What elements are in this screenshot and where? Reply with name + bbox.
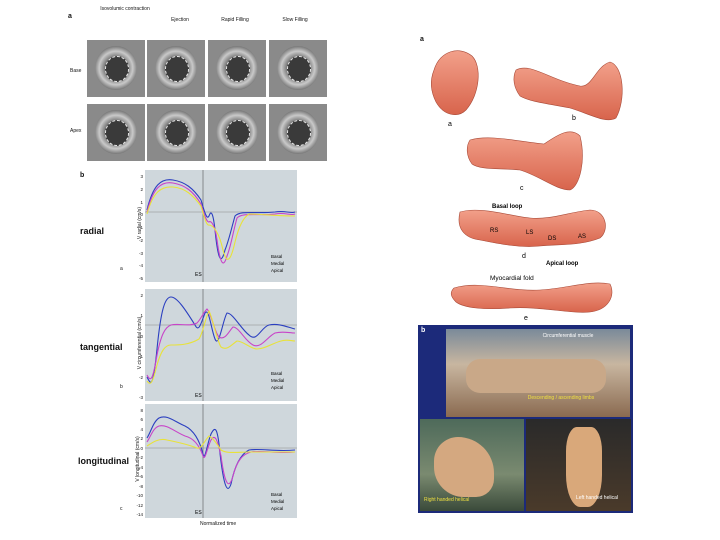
ytick-label: -2 (138, 455, 143, 461)
ytick-label: -12 (136, 502, 143, 508)
ytick-label: -10 (136, 493, 143, 499)
segment-ds: DS (548, 236, 556, 242)
ytick-label: -1 (138, 225, 143, 230)
myocardial-fold-label: Myocardial fold (490, 275, 534, 282)
fig-letter-a: a (448, 121, 452, 128)
ytick-label: -8 (138, 483, 143, 489)
ytick-label: 2 (140, 186, 143, 192)
legend-basal: Basal (271, 371, 282, 376)
legend-apical: Apical (271, 506, 283, 511)
ytick-label: -3 (138, 250, 143, 256)
chart-longitudinal-es: ES (195, 510, 202, 516)
segment-as: AS (578, 234, 586, 240)
chart-tangential-legend: Basal Medial Apical (271, 371, 284, 390)
specimen-bottom-right (566, 427, 602, 507)
ytick-label: 2 (140, 293, 143, 298)
ytick-label: -2 (138, 374, 143, 380)
right-panel-b-label: b (421, 327, 426, 334)
label-descending: Descending / ascending limbs (527, 395, 595, 401)
chart-tangential-es: ES (195, 393, 202, 399)
chart-longitudinal-legend: Basal Medial Apical (271, 492, 284, 511)
phase-label-rapid-filling: Rapid Filling (221, 17, 249, 23)
heart-band-illustrations: a b c Basal loop RS LS DS AS d Apical lo… (430, 50, 623, 320)
phase-label-isovolumic: Isovolumic contraction (100, 6, 150, 12)
phase-label-slow-filling: Slow Filling (282, 17, 308, 23)
mri-base-isovolumic (87, 40, 145, 97)
basal-loop-label: Basal loop (492, 204, 523, 210)
ytick-label: -4 (138, 464, 143, 470)
legend-basal: Basal (271, 254, 282, 259)
ytick-label: -4 (138, 263, 143, 269)
ytick-label: 8 (140, 408, 143, 413)
ytick-label: -14 (136, 512, 143, 517)
ytick-label: -3 (138, 395, 143, 400)
mri-base-rapid (208, 40, 266, 97)
mri-base-slow (269, 40, 327, 97)
ytick-label: 1 (140, 313, 143, 319)
ytick-label: -1 (138, 354, 143, 360)
ytick-label: 1 (140, 199, 143, 205)
chart-radial: ES Basal Medial Apical (145, 170, 297, 282)
mri-apex-ejection (147, 104, 205, 161)
left-panel-b-label: b (80, 172, 85, 179)
chart-longitudinal-sub: c (120, 506, 123, 512)
mri-base-ejection (147, 40, 205, 97)
row-label-base: Base (70, 68, 82, 74)
fig-letter-b: b (572, 115, 576, 122)
apical-loop-label: Apical loop (546, 261, 579, 267)
chart-tangential-title: tangential (80, 342, 123, 352)
label-right-handed: Right handed helical (424, 497, 470, 503)
photo-bottom-right: Left handed helical (526, 419, 631, 511)
segment-ls: LS (526, 230, 533, 236)
legend-basal: Basal (271, 492, 282, 497)
ytick-label: 2 (140, 436, 143, 442)
photo-bottom-left: Right handed helical (420, 419, 524, 511)
label-left-handed: Left handed helical (576, 495, 618, 501)
ytick-label: -6 (138, 474, 143, 480)
chart-tangential: ES Basal Medial Apical (145, 289, 297, 401)
left-panel-a-label: a (68, 13, 72, 20)
label-circumferential: Circumferential muscle (542, 333, 594, 339)
fig-letter-c: c (520, 185, 524, 192)
right-panel-a-label: a (420, 36, 424, 43)
specimen-bottom-left (434, 437, 494, 497)
mri-apex-slow (269, 104, 327, 161)
legend-apical: Apical (271, 385, 283, 390)
photo-panel-b: b Circumferential muscle Descending / as… (418, 325, 633, 513)
ytick-label: -5 (138, 276, 143, 281)
chart-radial-title: radial (80, 226, 105, 236)
mri-apex-isovolumic (87, 104, 145, 161)
ytick-label: 0 (140, 445, 143, 451)
row-label-apex: Apex (70, 128, 82, 134)
chart-longitudinal: ES Basal Medial Apical (145, 404, 297, 518)
segment-rs: RS (490, 228, 498, 234)
mri-apex-rapid (208, 104, 266, 161)
chart-radial-legend: Basal Medial Apical (271, 254, 284, 273)
ytick-label: 6 (140, 417, 143, 423)
legend-medial: Medial (271, 261, 284, 266)
legend-medial: Medial (271, 378, 284, 383)
legend-apical: Apical (271, 268, 283, 273)
photo-top: Circumferential muscle Descending / asce… (446, 329, 630, 417)
chart-longitudinal-title: longitudinal (78, 456, 129, 466)
chart-radial-sub: a (120, 266, 123, 272)
ytick-label: -2 (138, 237, 143, 243)
chart-radial-es: ES (195, 272, 202, 278)
phase-label-ejection: Ejection (171, 17, 189, 23)
specimen-top (466, 359, 606, 393)
ytick-label: 0 (140, 333, 143, 339)
ytick-label: 3 (140, 174, 143, 179)
chart-longitudinal-xlabel: Normalized time (200, 521, 237, 527)
chart-tangential-sub: b (120, 384, 123, 390)
fig-letter-d: d (522, 253, 526, 260)
legend-medial: Medial (271, 499, 284, 504)
fig-letter-e: e (524, 315, 528, 320)
ytick-label: 4 (140, 426, 143, 432)
ytick-label: 0 (140, 212, 143, 218)
